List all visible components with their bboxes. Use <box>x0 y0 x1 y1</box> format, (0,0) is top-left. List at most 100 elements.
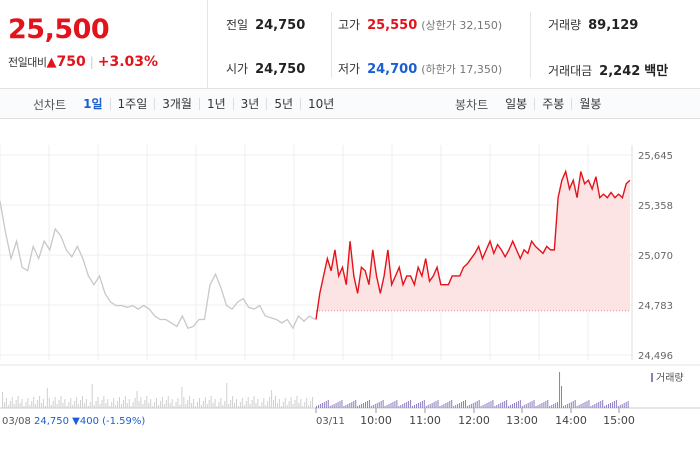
volume-bar <box>510 405 512 408</box>
tab-candle-0[interactable]: 일봉 <box>505 97 528 111</box>
volume-bar <box>502 402 504 408</box>
volume-bar <box>398 406 400 408</box>
volume-bar <box>241 398 243 408</box>
volume-bar <box>183 397 185 408</box>
volume-bar <box>228 404 230 408</box>
volume-bar <box>306 398 308 408</box>
volume-bar <box>613 401 615 408</box>
volume-bar <box>590 406 592 408</box>
volume-bar <box>564 405 566 408</box>
volume-bar <box>419 402 421 408</box>
today-line <box>315 169 631 320</box>
trade-value-value: 2,242 <box>599 64 641 79</box>
volume-bar <box>598 402 600 408</box>
volume-bar <box>42 399 44 408</box>
volume-bar <box>236 399 237 408</box>
volume-bar <box>83 403 85 408</box>
tab-candle-2[interactable]: 월봉 <box>571 98 608 110</box>
volume-bar <box>161 397 163 408</box>
y-tick-label: 25,645 <box>638 151 673 162</box>
lower-limit: (하한가 17,350) <box>421 63 503 76</box>
volume-bar <box>27 398 29 408</box>
volume-bar <box>384 406 386 408</box>
volume-bar <box>339 401 341 408</box>
low-value: 24,700 <box>367 62 418 77</box>
volume-bar <box>378 402 380 408</box>
volume-bar <box>50 405 52 408</box>
tab-period-2[interactable]: 3개월 <box>154 98 199 110</box>
volume-bar <box>56 404 58 408</box>
volume-bar <box>179 405 181 408</box>
volume-bar <box>111 402 113 408</box>
volume-bar <box>319 404 321 408</box>
tab-period-1[interactable]: 1주일 <box>109 98 155 110</box>
x-tick-label: 15:00 <box>603 414 635 427</box>
volume-bar <box>357 406 359 408</box>
volume-bar <box>451 400 453 408</box>
volume-bar <box>488 402 490 408</box>
x-tick-label: 10:00 <box>360 414 392 427</box>
volume-bar <box>167 396 169 408</box>
volume-bar <box>417 403 419 408</box>
volume-bar <box>449 401 451 408</box>
volume-bar <box>230 400 232 408</box>
high-label: 고가 <box>338 18 361 32</box>
volume-bar <box>261 402 263 408</box>
volume-bar <box>464 400 466 408</box>
volume-bar <box>294 400 296 408</box>
volume-value: 89,129 <box>588 18 639 33</box>
high-value: 25,550 <box>367 18 418 33</box>
volume-bar <box>494 406 496 408</box>
volume-bar <box>239 402 241 408</box>
volume-bar <box>351 402 353 408</box>
volume-bar <box>19 403 21 408</box>
volume-bar <box>365 402 366 408</box>
volume-bar <box>341 400 343 408</box>
volume-bar <box>218 402 220 408</box>
volume-bar <box>35 404 37 408</box>
volume-bar <box>103 396 105 408</box>
volume-bar <box>466 406 468 408</box>
volume-bar <box>529 402 531 408</box>
volume-bar <box>87 406 89 408</box>
trade-value-unit: 백만 <box>644 64 669 79</box>
volume-bar <box>392 402 394 408</box>
volume-bar <box>216 406 218 408</box>
volume-bar <box>202 401 204 408</box>
y-tick-label: 24,783 <box>638 301 673 312</box>
volume-bar <box>169 403 171 408</box>
volume-bar <box>480 406 482 408</box>
volume-bar <box>439 406 441 408</box>
tab-period-5[interactable]: 5년 <box>266 98 300 110</box>
volume-bar <box>388 404 390 408</box>
volume-bar <box>265 405 267 408</box>
volume-bar <box>237 406 239 408</box>
volume-bar <box>484 404 486 408</box>
volume-bar <box>317 405 319 408</box>
volume-bar <box>72 405 74 408</box>
volume-bar <box>68 402 70 408</box>
volume-bar <box>515 402 517 408</box>
current-price-box: 25,500 전일대비▲750 | +3.03% <box>0 0 208 89</box>
volume-bar <box>553 404 555 408</box>
volume-bar <box>245 401 247 408</box>
volume-bar <box>210 396 212 408</box>
volume-bar <box>243 405 245 408</box>
volume-bar <box>3 402 5 408</box>
tab-candle-1[interactable]: 주봉 <box>534 98 571 110</box>
tab-period-0[interactable]: 1일 <box>83 97 103 111</box>
tab-period-3[interactable]: 1년 <box>198 98 233 110</box>
volume-bar <box>368 400 370 408</box>
volume-bar <box>95 401 97 408</box>
volume-bar <box>582 403 584 408</box>
volume-bar <box>52 401 54 408</box>
change-percent: +3.03% <box>97 54 159 70</box>
x-tick-label: 12:00 <box>458 414 490 427</box>
tab-period-4[interactable]: 3년 <box>232 98 267 110</box>
volume-bar <box>130 406 132 408</box>
prev-day-line <box>0 201 316 330</box>
volume-bar <box>105 403 107 408</box>
volume-bar <box>433 402 435 408</box>
tab-period-6[interactable]: 10년 <box>300 98 341 110</box>
volume-stat: 거래량 89,129 <box>548 16 638 33</box>
